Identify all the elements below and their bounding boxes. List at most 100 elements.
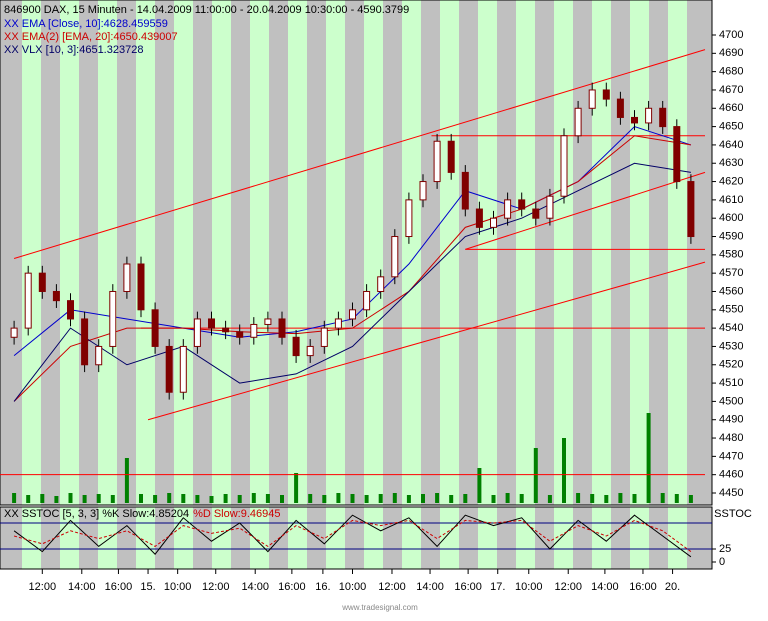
y-tick-label: 4700 [719, 29, 743, 41]
volume-bar [251, 493, 256, 503]
volume-bar [364, 495, 369, 503]
candle-body [518, 199, 526, 210]
x-tick-label: 10:00 [164, 581, 192, 593]
volume-bar [618, 493, 623, 503]
volume-bar [54, 496, 59, 503]
volume-bar [124, 458, 129, 503]
y-tick-label: 4470 [719, 450, 743, 462]
volume-bar [674, 494, 679, 503]
y-tick-label: 4640 [719, 139, 743, 151]
candle-body [95, 345, 103, 366]
volume-bar [392, 493, 397, 503]
volume-bar [40, 494, 45, 503]
volume-bar [604, 495, 609, 503]
x-tick-label: 14:00 [241, 581, 269, 593]
footer: www.tradesignal.com [341, 603, 418, 612]
volume-bar [660, 493, 665, 503]
volume-bar [308, 494, 313, 503]
volume-bar [336, 493, 341, 503]
session-stripe [22, 0, 41, 505]
session-stripe [98, 0, 117, 505]
y-tick-label: 4690 [719, 47, 743, 59]
candle-body [588, 89, 596, 109]
y-tick-label: 4500 [719, 395, 743, 407]
x-tick-label: 14:00 [416, 581, 444, 593]
volume-bar [82, 495, 87, 503]
y-tick-label: 4600 [719, 212, 743, 224]
session-stripe [326, 507, 345, 569]
x-tick-label: 14:00 [591, 581, 619, 593]
stoch-line [13, 519, 692, 553]
volume-bar [632, 494, 637, 503]
candle-body [659, 107, 667, 128]
candle-body [475, 208, 483, 228]
indicator-label: XX EMA [Close, 10]:4628.459559 [4, 18, 168, 30]
candle-body [10, 327, 18, 338]
stoch-line [13, 514, 692, 558]
candle-body [334, 318, 342, 329]
x-tick-label: 12:00 [554, 581, 582, 593]
price-panel-frame [0, 0, 713, 506]
volume-bar [576, 493, 581, 503]
trend-line [465, 171, 706, 250]
candle-body [363, 290, 371, 311]
volume-bar [68, 493, 73, 503]
candle-body [546, 195, 554, 219]
candle-body [165, 345, 173, 393]
volume-bar [167, 493, 172, 503]
session-stripe [554, 507, 573, 569]
session-stripe [402, 0, 421, 505]
volume-bar [590, 494, 595, 503]
x-tick-label: 16. [315, 581, 330, 593]
trend-line [13, 49, 706, 259]
candle-body [320, 327, 328, 347]
x-tick-label: 12:00 [378, 581, 406, 593]
session-stripe [516, 507, 535, 569]
volume-bar [26, 495, 31, 503]
y-tick-label: 4580 [719, 249, 743, 261]
x-tick-label: 16:00 [629, 581, 657, 593]
volume-bar [435, 493, 440, 503]
volume-bar [181, 494, 186, 503]
candle-body [461, 171, 469, 210]
volume-bar [12, 493, 17, 503]
candle-body [222, 327, 230, 333]
session-stripe [60, 0, 79, 505]
volume-bar [477, 468, 482, 503]
volume-bar [449, 495, 454, 503]
volume-bar [688, 495, 693, 503]
indicator-label: XX EMA(2) [EMA, 20]:4650.439007 [4, 31, 178, 43]
candle-body [151, 309, 159, 347]
stoch-panel-frame [0, 506, 713, 570]
session-stripe [592, 0, 611, 505]
x-tick-label: 16:00 [454, 581, 482, 593]
volume-bar [406, 495, 411, 503]
y-tick-label: 4510 [719, 377, 743, 389]
candle-body [447, 140, 455, 173]
session-stripe [288, 507, 307, 569]
volume-bar [110, 495, 115, 503]
session-stripe [364, 507, 383, 569]
volume-bar [237, 495, 242, 503]
volume-bar [153, 495, 158, 503]
candle-body [193, 318, 201, 347]
candle-body [560, 135, 568, 197]
candle-body [250, 323, 258, 338]
session-stripe [668, 0, 687, 505]
y-tick-label: 4630 [719, 157, 743, 169]
chart-title: 846900 DAX, 15 Minuten - 14.04.2009 11:0… [4, 4, 409, 16]
volume-bar [533, 448, 538, 503]
session-stripe [402, 507, 421, 569]
x-tick-label: 16:00 [105, 581, 133, 593]
candle-body [236, 331, 244, 338]
candle-body [405, 199, 413, 238]
volume-bar [547, 495, 552, 503]
candle-body [616, 98, 624, 118]
y-tick-label: 4480 [719, 432, 743, 444]
volume-bar [294, 473, 299, 503]
candle-body [419, 181, 427, 201]
session-stripe [288, 0, 307, 505]
candle-body [264, 318, 272, 325]
session-stripe [630, 0, 649, 505]
